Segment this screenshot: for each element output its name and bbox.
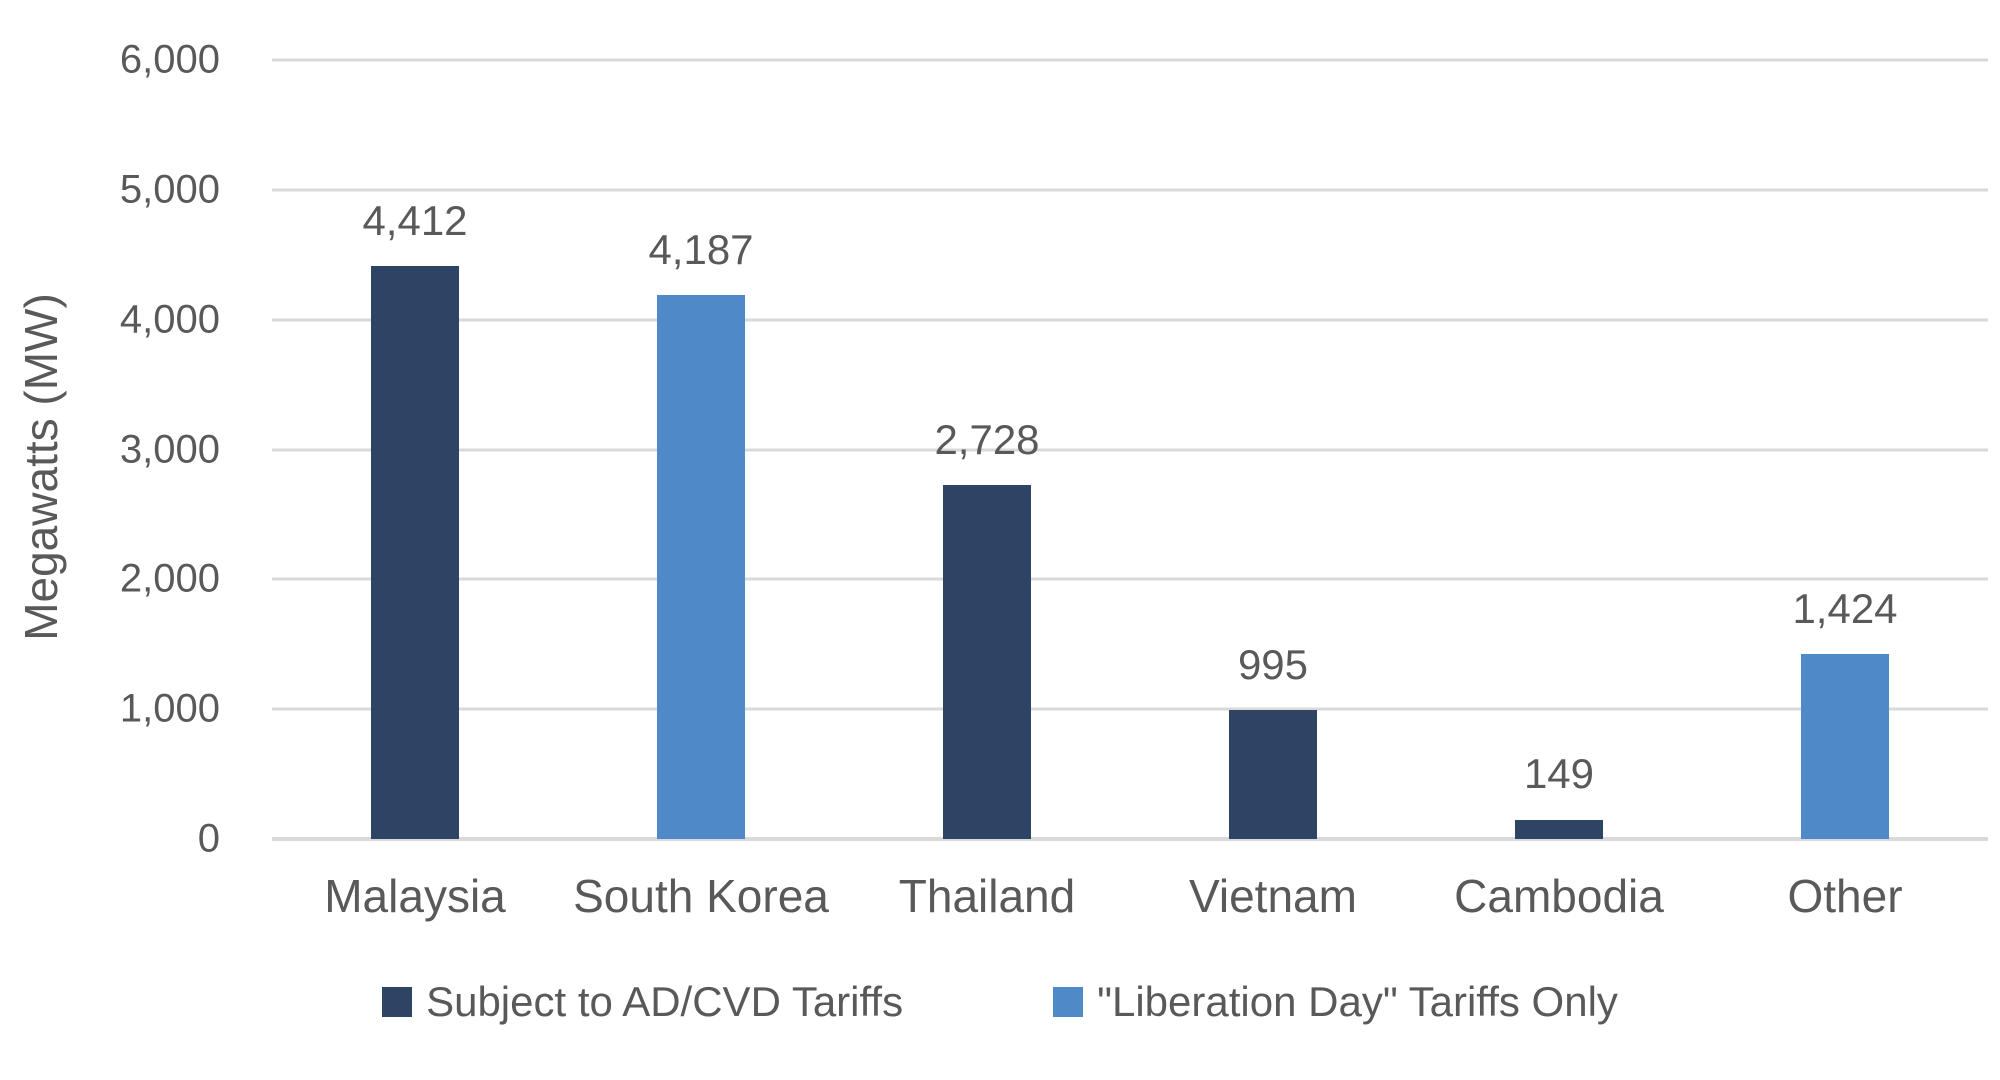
bar-malaysia	[371, 266, 459, 839]
gridline	[272, 448, 1988, 451]
plot-area: 4,412 4,187 2,728 995 149 1,424	[272, 58, 1988, 841]
y-tick: 4,000	[119, 297, 220, 342]
gridline	[272, 58, 1988, 62]
gridline	[272, 188, 1988, 192]
bar-group-vietnam: 995	[1130, 60, 1416, 839]
y-tick: 2,000	[119, 556, 220, 601]
legend-label: "Liberation Day" Tariffs Only	[1097, 978, 1618, 1025]
data-label: 1,424	[1792, 584, 1898, 632]
y-tick: 0	[197, 816, 220, 861]
legend-swatch-dark-blue	[382, 987, 413, 1017]
data-label: 2,728	[934, 415, 1040, 463]
data-label: 149	[1523, 750, 1595, 798]
x-category-south-korea: South Korea	[573, 870, 829, 922]
gridline	[272, 577, 1988, 581]
bar-vietnam	[1229, 709, 1317, 839]
bar-group-cambodia: 149	[1416, 60, 1702, 839]
y-tick: 1,000	[119, 686, 220, 731]
data-label: 4,187	[648, 226, 754, 274]
x-category-other: Other	[1787, 870, 1903, 922]
y-tick: 3,000	[119, 427, 220, 471]
x-category-malaysia: Malaysia	[324, 870, 506, 922]
bar-group-south-korea: 4,187	[558, 60, 844, 839]
x-axis-baseline	[272, 837, 1988, 841]
x-axis-category-labels: Malaysia South Korea Thailand Vietnam Ca…	[272, 868, 1988, 926]
bar-thailand	[943, 484, 1031, 839]
bar-south-korea	[657, 295, 745, 839]
legend-item-adcvd: Subject to AD/CVD Tariffs	[382, 978, 903, 1026]
bar-group-thailand: 2,728	[844, 60, 1130, 839]
x-category-vietnam: Vietnam	[1189, 870, 1357, 922]
data-label: 995	[1237, 640, 1309, 688]
bar-cambodia	[1515, 819, 1603, 839]
gridline	[272, 707, 1988, 711]
legend-label: Subject to AD/CVD Tariffs	[426, 978, 904, 1025]
bar-series: 4,412 4,187 2,728 995 149 1,424	[272, 60, 1988, 839]
bar-group-malaysia: 4,412	[272, 60, 558, 839]
y-tick: 5,000	[119, 167, 220, 212]
y-tick: 6,000	[119, 37, 220, 82]
x-category-cambodia: Cambodia	[1454, 870, 1664, 922]
bar-group-other: 1,424	[1702, 60, 1988, 839]
legend-item-liberation-day: "Liberation Day" Tariffs Only	[1053, 978, 1618, 1026]
legend-swatch-light-blue	[1053, 987, 1084, 1017]
gridline	[272, 318, 1988, 322]
data-label: 4,412	[362, 197, 468, 244]
y-axis-tick-labels: 6,000 5,000 4,000 3,000 2,000 1,000 0	[0, 38, 220, 861]
chart-legend: Subject to AD/CVD Tariffs "Liberation Da…	[0, 978, 2000, 1026]
bar-other	[1801, 654, 1889, 839]
x-category-thailand: Thailand	[898, 870, 1076, 922]
